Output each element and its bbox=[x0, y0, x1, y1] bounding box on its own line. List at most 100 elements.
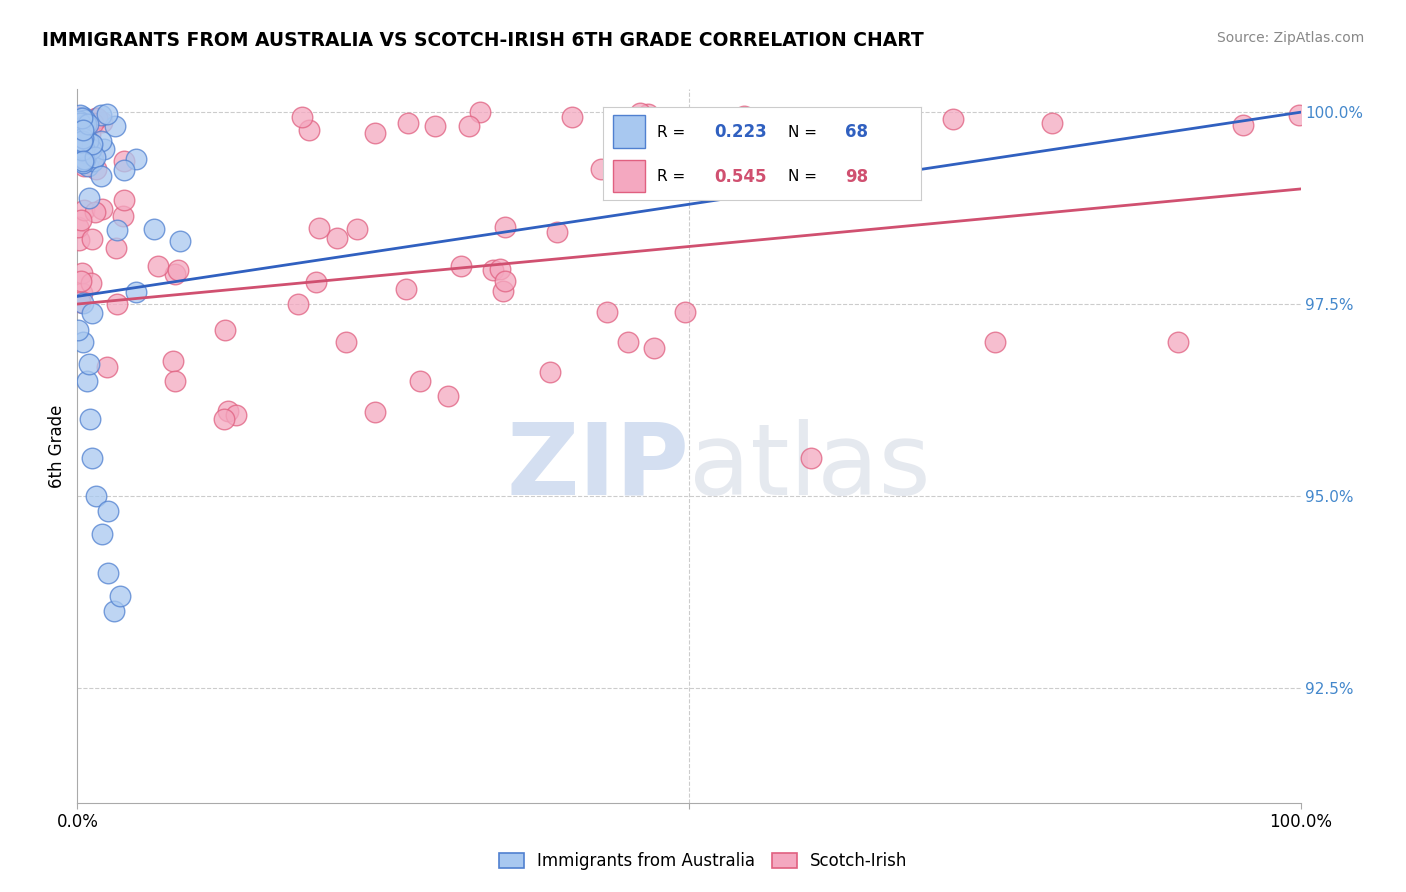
Point bbox=[67, 113, 90, 128]
Point bbox=[163, 267, 186, 281]
Point bbox=[808, 117, 831, 131]
Point bbox=[93, 142, 115, 156]
Point bbox=[72, 153, 94, 168]
Point bbox=[450, 259, 472, 273]
Point bbox=[69, 125, 91, 139]
Point bbox=[76, 117, 98, 131]
Point bbox=[810, 114, 832, 128]
Point bbox=[82, 148, 104, 162]
Point bbox=[69, 117, 91, 131]
Point bbox=[90, 527, 112, 541]
Point bbox=[394, 282, 416, 296]
Point bbox=[495, 220, 517, 235]
Point bbox=[468, 105, 491, 120]
Point bbox=[80, 142, 103, 156]
Point bbox=[97, 504, 120, 518]
Point bbox=[1167, 335, 1189, 350]
Point bbox=[1232, 118, 1254, 132]
Point bbox=[70, 126, 93, 140]
Point bbox=[225, 408, 247, 422]
Point bbox=[72, 119, 94, 133]
Point bbox=[125, 152, 148, 166]
Point bbox=[67, 233, 90, 247]
Point bbox=[83, 205, 105, 219]
Point bbox=[66, 117, 89, 131]
Point bbox=[73, 136, 96, 150]
Point bbox=[166, 262, 188, 277]
Point bbox=[79, 276, 101, 290]
Point bbox=[326, 231, 349, 245]
Text: N =: N = bbox=[787, 125, 821, 139]
Legend: Immigrants from Australia, Scotch-Irish: Immigrants from Australia, Scotch-Irish bbox=[492, 846, 914, 877]
Point bbox=[77, 159, 100, 173]
Point bbox=[73, 159, 96, 173]
Point bbox=[73, 136, 96, 151]
Point bbox=[335, 335, 357, 350]
Point bbox=[73, 126, 96, 140]
Point bbox=[308, 221, 330, 235]
Point bbox=[112, 209, 135, 223]
Point bbox=[75, 117, 97, 131]
Point bbox=[69, 131, 91, 145]
Point bbox=[637, 107, 659, 121]
Point bbox=[90, 169, 112, 183]
Point bbox=[897, 116, 920, 130]
Point bbox=[77, 191, 100, 205]
Text: atlas: atlas bbox=[689, 419, 931, 516]
Point bbox=[103, 604, 125, 618]
Point bbox=[96, 107, 118, 121]
Point bbox=[70, 140, 93, 154]
Point bbox=[291, 110, 314, 124]
Point bbox=[363, 126, 385, 140]
Point bbox=[84, 111, 107, 125]
Point bbox=[90, 107, 112, 121]
Point bbox=[104, 241, 127, 255]
Point bbox=[165, 374, 187, 388]
Point bbox=[561, 110, 583, 124]
Point bbox=[742, 121, 765, 136]
Point bbox=[77, 357, 100, 371]
Point bbox=[73, 141, 96, 155]
Text: 0.223: 0.223 bbox=[714, 123, 768, 141]
Point bbox=[70, 286, 93, 301]
Point bbox=[84, 150, 107, 164]
Point bbox=[423, 120, 446, 134]
Point bbox=[70, 143, 93, 157]
Text: 0.545: 0.545 bbox=[714, 168, 768, 186]
Point bbox=[69, 133, 91, 147]
Point bbox=[66, 127, 89, 141]
Point bbox=[984, 335, 1007, 350]
Point bbox=[73, 202, 96, 217]
Point bbox=[67, 110, 90, 124]
Text: R =: R = bbox=[658, 125, 690, 139]
Point bbox=[67, 117, 90, 131]
Point bbox=[72, 131, 94, 145]
Point bbox=[80, 450, 103, 465]
Point bbox=[212, 412, 235, 426]
Point bbox=[108, 589, 131, 603]
Point bbox=[70, 120, 93, 135]
Point bbox=[489, 262, 512, 277]
Text: IMMIGRANTS FROM AUSTRALIA VS SCOTCH-IRISH 6TH GRADE CORRELATION CHART: IMMIGRANTS FROM AUSTRALIA VS SCOTCH-IRIS… bbox=[42, 31, 924, 50]
Point bbox=[96, 359, 118, 374]
Point bbox=[90, 134, 112, 148]
Text: 98: 98 bbox=[845, 168, 868, 186]
Point bbox=[73, 152, 96, 166]
Point bbox=[800, 450, 823, 465]
Point bbox=[75, 146, 97, 161]
Point bbox=[72, 295, 94, 310]
Point bbox=[66, 130, 89, 145]
Point bbox=[596, 305, 619, 319]
Point bbox=[72, 122, 94, 136]
Point bbox=[305, 276, 328, 290]
Point bbox=[125, 285, 148, 299]
Point bbox=[673, 305, 696, 319]
Text: N =: N = bbox=[787, 169, 821, 184]
Point bbox=[76, 374, 98, 388]
Point bbox=[1040, 116, 1063, 130]
Bar bbox=[613, 115, 645, 148]
Point bbox=[70, 134, 93, 148]
Point bbox=[69, 116, 91, 130]
Point bbox=[80, 232, 103, 246]
Point bbox=[112, 153, 135, 168]
